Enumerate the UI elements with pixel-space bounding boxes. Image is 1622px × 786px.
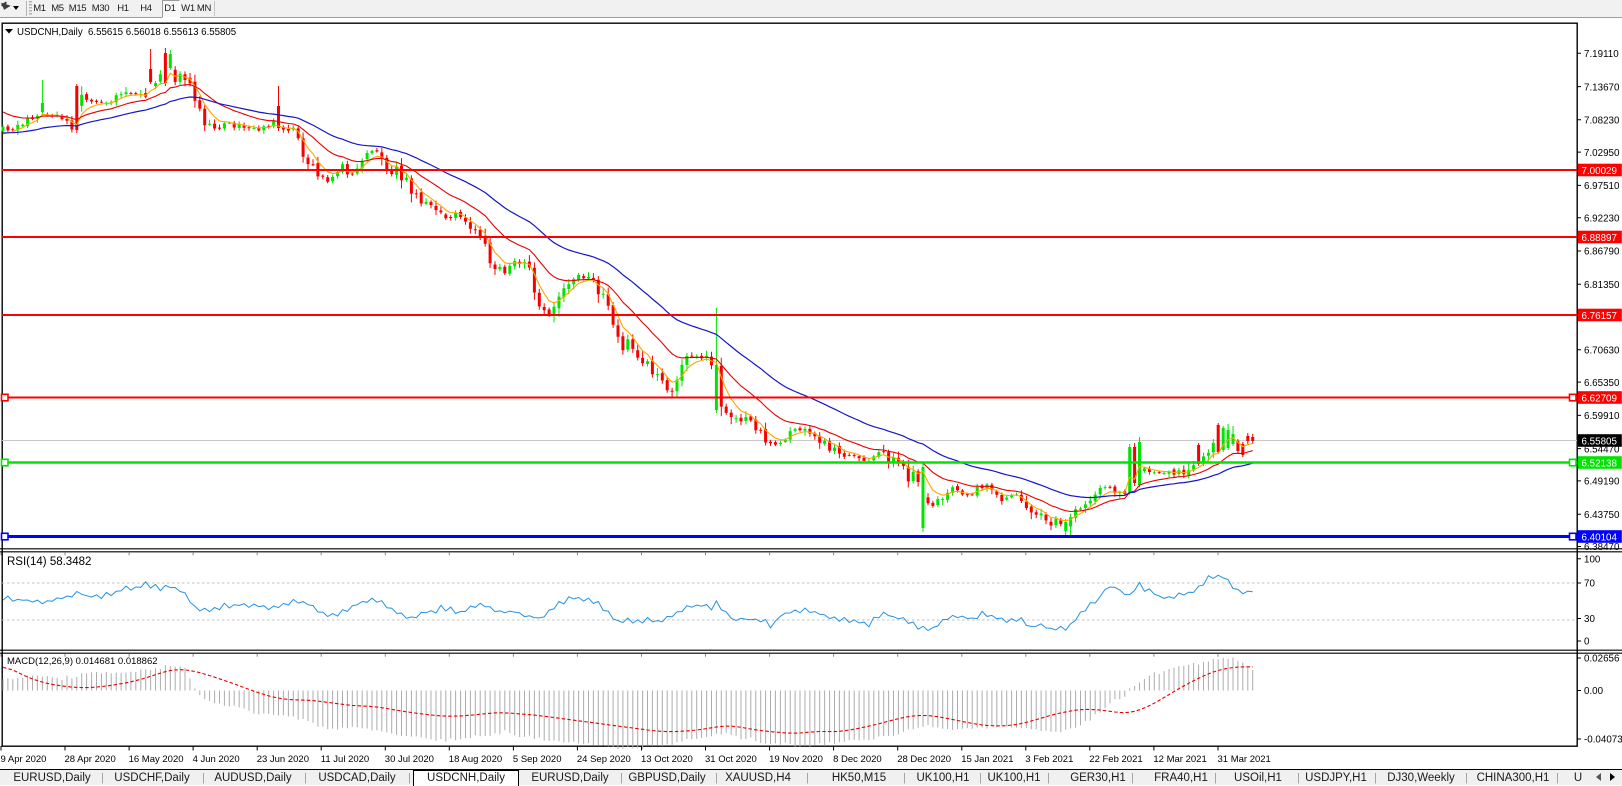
svg-text:6.40104: 6.40104 <box>1582 532 1618 543</box>
svg-text:6.88897: 6.88897 <box>1582 233 1617 244</box>
svg-text:6.62709: 6.62709 <box>1582 393 1617 404</box>
svg-text:6.92230: 6.92230 <box>1584 213 1620 224</box>
svg-text:9 Apr 2020: 9 Apr 2020 <box>1 754 47 765</box>
svg-text:MACD(12,26,9) 0.014681 0.01886: MACD(12,26,9) 0.014681 0.018862 <box>7 656 158 667</box>
svg-text:13 Oct 2020: 13 Oct 2020 <box>641 754 693 765</box>
svg-text:RSI(14) 58.3482: RSI(14) 58.3482 <box>7 556 91 568</box>
svg-text:6.76157: 6.76157 <box>1582 311 1617 322</box>
svg-text:19 Nov 2020: 19 Nov 2020 <box>769 754 823 765</box>
svg-text:24 Sep 2020: 24 Sep 2020 <box>577 754 631 765</box>
svg-text:6.86790: 6.86790 <box>1584 247 1620 258</box>
svg-text:28 Apr 2020: 28 Apr 2020 <box>65 754 116 765</box>
svg-text:0.00: 0.00 <box>1584 686 1604 697</box>
svg-text:6.65350: 6.65350 <box>1584 378 1620 389</box>
svg-text:12 Mar 2021: 12 Mar 2021 <box>1153 754 1206 765</box>
svg-text:5 Sep 2020: 5 Sep 2020 <box>513 754 562 765</box>
svg-text:6.70630: 6.70630 <box>1584 346 1620 357</box>
svg-text:0.02656: 0.02656 <box>1584 654 1620 665</box>
svg-text:30: 30 <box>1584 614 1595 625</box>
svg-text:8 Dec 2020: 8 Dec 2020 <box>833 754 882 765</box>
svg-text:-0.040732: -0.040732 <box>1584 735 1622 746</box>
svg-text:31 Oct 2020: 31 Oct 2020 <box>705 754 757 765</box>
svg-text:6.55805: 6.55805 <box>1582 436 1618 447</box>
svg-text:6.38470: 6.38470 <box>1584 542 1620 553</box>
svg-text:31 Mar 2021: 31 Mar 2021 <box>1218 754 1271 765</box>
svg-text:11 Jul 2020: 11 Jul 2020 <box>321 754 369 765</box>
svg-text:15 Jan 2021: 15 Jan 2021 <box>961 754 1013 765</box>
svg-text:6.81350: 6.81350 <box>1584 280 1620 291</box>
svg-text:23 Jun 2020: 23 Jun 2020 <box>257 754 309 765</box>
svg-text:6.43750: 6.43750 <box>1584 510 1620 521</box>
svg-text:7.00029: 7.00029 <box>1582 166 1617 177</box>
svg-text:6.54470: 6.54470 <box>1584 444 1620 455</box>
svg-text:4 Jun 2020: 4 Jun 2020 <box>193 754 240 765</box>
svg-text:7.08230: 7.08230 <box>1584 116 1620 127</box>
svg-text:3 Feb 2021: 3 Feb 2021 <box>1025 754 1073 765</box>
svg-text:7.13670: 7.13670 <box>1584 82 1620 93</box>
svg-text:6.59910: 6.59910 <box>1584 411 1620 422</box>
svg-text:7.02950: 7.02950 <box>1584 148 1620 159</box>
svg-text:0: 0 <box>1584 637 1590 648</box>
svg-text:18 Aug 2020: 18 Aug 2020 <box>449 754 502 765</box>
svg-text:6.52138: 6.52138 <box>1582 458 1618 469</box>
svg-text:16 May 2020: 16 May 2020 <box>129 754 184 765</box>
svg-text:70: 70 <box>1584 579 1595 590</box>
svg-text:30 Jul 2020: 30 Jul 2020 <box>385 754 434 765</box>
svg-text:28 Dec 2020: 28 Dec 2020 <box>897 754 951 765</box>
svg-text:6.97510: 6.97510 <box>1584 181 1620 192</box>
svg-text:7.19110: 7.19110 <box>1584 49 1619 60</box>
svg-text:USDCNH,Daily 6.55615 6.56018: USDCNH,Daily 6.55615 6.56018 6.55613 6.5… <box>17 27 236 38</box>
svg-text:22 Feb 2021: 22 Feb 2021 <box>1089 754 1142 765</box>
svg-text:6.49190: 6.49190 <box>1584 477 1620 488</box>
svg-text:100: 100 <box>1584 554 1601 565</box>
